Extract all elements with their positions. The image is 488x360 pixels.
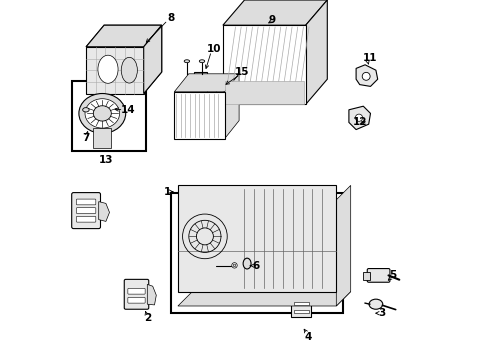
Text: 3: 3 (378, 308, 385, 318)
Text: 12: 12 (352, 117, 367, 127)
FancyBboxPatch shape (76, 199, 96, 205)
Polygon shape (194, 72, 215, 94)
Polygon shape (86, 47, 143, 94)
FancyBboxPatch shape (127, 297, 145, 303)
Ellipse shape (243, 258, 250, 269)
Bar (294, 310, 308, 313)
Bar (72, 81, 145, 151)
Polygon shape (348, 106, 370, 130)
Polygon shape (143, 25, 162, 94)
Ellipse shape (82, 108, 89, 112)
Polygon shape (174, 74, 239, 92)
Text: 1: 1 (163, 186, 170, 197)
Ellipse shape (184, 60, 189, 63)
Text: 15: 15 (234, 67, 249, 77)
FancyBboxPatch shape (127, 288, 145, 294)
Polygon shape (224, 74, 239, 139)
Bar (223, 25, 305, 104)
FancyBboxPatch shape (366, 269, 389, 282)
Text: 9: 9 (268, 15, 275, 25)
Bar (224, 81, 303, 104)
Bar (363, 272, 370, 280)
Text: 10: 10 (206, 44, 221, 54)
Polygon shape (86, 25, 162, 94)
Text: 4: 4 (305, 332, 312, 342)
Text: 6: 6 (252, 261, 260, 271)
Text: 8: 8 (167, 13, 175, 23)
FancyBboxPatch shape (124, 279, 148, 309)
Ellipse shape (355, 114, 362, 121)
Ellipse shape (199, 60, 204, 63)
Polygon shape (223, 0, 326, 25)
Text: 7: 7 (82, 132, 90, 143)
Bar (289, 288, 312, 295)
FancyBboxPatch shape (72, 193, 101, 229)
Polygon shape (147, 284, 156, 305)
Ellipse shape (121, 57, 137, 83)
FancyBboxPatch shape (76, 216, 96, 222)
Ellipse shape (85, 99, 120, 128)
Ellipse shape (231, 263, 237, 268)
Ellipse shape (79, 94, 125, 133)
Bar (178, 185, 336, 292)
Bar (294, 302, 308, 305)
FancyBboxPatch shape (76, 208, 96, 213)
Text: 11: 11 (362, 53, 376, 63)
Text: 13: 13 (99, 155, 113, 165)
Text: 2: 2 (143, 312, 151, 323)
Ellipse shape (233, 264, 235, 267)
Polygon shape (355, 65, 377, 86)
Ellipse shape (368, 299, 382, 309)
Polygon shape (305, 0, 326, 104)
Bar (170, 193, 343, 313)
Polygon shape (336, 185, 350, 306)
Bar (174, 92, 224, 139)
Ellipse shape (98, 55, 118, 83)
Text: 5: 5 (389, 270, 396, 280)
Polygon shape (178, 292, 350, 306)
Bar (93, 128, 111, 148)
Polygon shape (86, 25, 162, 47)
Polygon shape (99, 202, 109, 221)
Bar (291, 295, 310, 317)
Ellipse shape (93, 106, 111, 121)
Text: 14: 14 (121, 105, 136, 115)
Ellipse shape (362, 72, 369, 80)
